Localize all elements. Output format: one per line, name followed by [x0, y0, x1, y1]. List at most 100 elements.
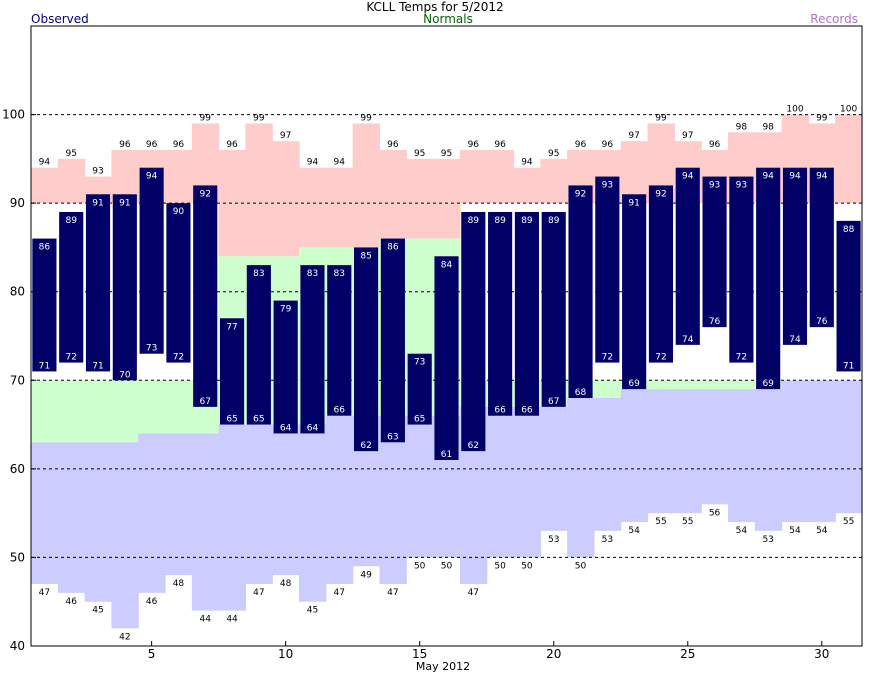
- y-tick-label: 60: [10, 462, 25, 476]
- observed-bar: [675, 167, 700, 345]
- legend-normals: Normals: [423, 12, 473, 26]
- observed-low-label: 66: [334, 406, 346, 416]
- observed-bar: [112, 194, 137, 381]
- record-high-label: 97: [628, 131, 639, 141]
- record-high-band: [31, 167, 59, 204]
- observed-bar: [300, 265, 325, 434]
- record-high-label: 99: [253, 113, 265, 123]
- observed-bar: [729, 176, 754, 363]
- record-low-label: 45: [92, 606, 103, 616]
- record-low-label: 42: [119, 632, 130, 642]
- observed-bar: [488, 212, 513, 416]
- record-low-label: 47: [39, 588, 50, 598]
- observed-low-label: 61: [441, 450, 452, 460]
- observed-bar: [568, 185, 593, 398]
- observed-high-label: 93: [602, 181, 613, 191]
- x-tick-label: 15: [412, 647, 427, 661]
- record-high-label: 95: [548, 149, 559, 159]
- record-low-label: 50: [494, 561, 506, 571]
- observed-bar: [380, 238, 405, 443]
- record-low-label: 55: [843, 517, 854, 527]
- observed-high-label: 86: [39, 243, 51, 253]
- observed-high-label: 83: [253, 269, 264, 279]
- record-high-label: 96: [602, 140, 614, 150]
- observed-high-label: 90: [173, 207, 185, 217]
- record-low-band: [191, 433, 220, 611]
- observed-low-label: 74: [682, 335, 694, 345]
- observed-bar: [354, 247, 379, 452]
- record-low-band: [835, 380, 863, 514]
- normal-band: [701, 380, 729, 390]
- record-low-label: 53: [548, 535, 559, 545]
- observed-high-label: 84: [441, 260, 453, 270]
- record-high-label: 96: [709, 140, 721, 150]
- record-low-band: [620, 389, 649, 522]
- record-low-band: [218, 424, 247, 611]
- record-low-band: [379, 415, 407, 584]
- record-high-band: [620, 141, 649, 204]
- observed-low-label: 63: [387, 432, 398, 442]
- record-high-band: [540, 158, 568, 204]
- x-tick-label: 25: [680, 647, 695, 661]
- record-high-band: [57, 158, 86, 204]
- observed-low-label: 65: [414, 415, 425, 425]
- observed-high-label: 94: [682, 172, 694, 182]
- observed-low-label: 71: [92, 361, 103, 371]
- record-low-band: [674, 389, 702, 514]
- record-high-label: 95: [414, 149, 425, 159]
- record-high-label: 96: [226, 140, 238, 150]
- record-high-label: 99: [360, 113, 372, 123]
- record-low-label: 54: [789, 526, 801, 536]
- observed-bar: [193, 185, 218, 407]
- record-high-label: 95: [65, 149, 76, 159]
- observed-high-label: 89: [65, 216, 77, 226]
- observed-low-label: 72: [173, 353, 184, 363]
- record-high-label: 96: [575, 140, 587, 150]
- record-low-band: [754, 389, 783, 531]
- observed-bar: [702, 176, 727, 328]
- normal-band: [647, 380, 675, 390]
- observed-low-label: 74: [789, 335, 801, 345]
- record-low-band: [701, 389, 729, 505]
- record-high-label: 94: [307, 158, 319, 168]
- record-high-label: 95: [441, 149, 452, 159]
- record-high-band: [513, 167, 541, 204]
- record-low-label: 54: [816, 526, 828, 536]
- observed-high-label: 92: [200, 189, 211, 199]
- record-low-band: [272, 424, 300, 576]
- chart-title: KCLL Temps for 5/2012: [366, 0, 504, 14]
- observed-high-label: 88: [843, 225, 855, 235]
- record-high-band: [406, 158, 434, 239]
- record-low-label: 54: [628, 526, 640, 536]
- record-low-label: 47: [253, 588, 264, 598]
- observed-bar: [541, 212, 566, 407]
- record-low-band: [138, 433, 166, 593]
- record-low-label: 47: [387, 588, 398, 598]
- record-high-band: [379, 150, 407, 239]
- observed-low-label: 71: [39, 361, 50, 371]
- record-high-band: [245, 123, 273, 257]
- record-high-label: 96: [146, 140, 158, 150]
- observed-bar: [782, 167, 808, 345]
- record-high-label: 96: [173, 140, 185, 150]
- plot-frame: [30, 25, 863, 647]
- record-high-label: 94: [334, 158, 346, 168]
- record-high-band: [325, 167, 354, 248]
- record-low-band: [406, 415, 434, 558]
- record-low-label: 44: [200, 615, 212, 625]
- observed-low-label: 68: [575, 388, 587, 398]
- observed-low-label: 73: [146, 344, 157, 354]
- y-tick-label: 40: [10, 639, 25, 653]
- record-low-band: [165, 433, 193, 576]
- observed-low-label: 64: [280, 423, 292, 433]
- record-high-label: 99: [200, 113, 212, 123]
- record-low-label: 55: [682, 517, 693, 527]
- observed-high-label: 83: [307, 269, 318, 279]
- observed-bar: [595, 176, 620, 363]
- record-high-label: 96: [494, 140, 506, 150]
- record-high-band: [433, 158, 461, 239]
- x-tick-label: 20: [546, 647, 561, 661]
- observed-low-label: 67: [548, 397, 559, 407]
- record-high-label: 96: [119, 140, 131, 150]
- observed-high-label: 92: [575, 189, 586, 199]
